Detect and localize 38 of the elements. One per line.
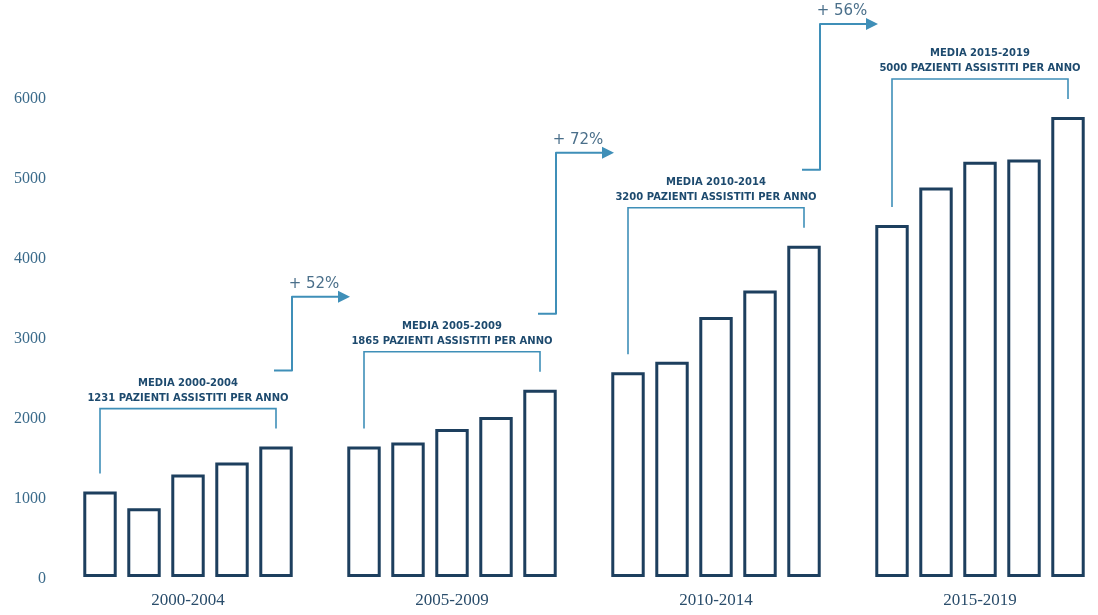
bar	[611, 372, 645, 577]
bar	[479, 417, 513, 577]
bar	[215, 462, 249, 577]
bar	[259, 446, 293, 577]
annotation: + 72%	[552, 129, 604, 148]
y-tick-label: 5000	[14, 168, 46, 186]
annotation: + 52%	[288, 273, 340, 292]
y-tick-label: 1000	[14, 488, 46, 506]
annotation: MEDIA 2010-2014 3200 PAZIENTI ASSISTITI PER ANNO	[615, 175, 817, 202]
bar	[127, 508, 161, 577]
x-tick-label: 2005-2009	[415, 590, 489, 609]
bar	[83, 491, 117, 577]
y-tick-label: 6000	[14, 88, 46, 106]
bar	[963, 161, 997, 577]
x-tick-label: 2010-2014	[679, 590, 754, 609]
bar	[1007, 159, 1041, 577]
text: MEDIA 2015-2019 5000 PAZIENTI ASSISTITI PER ANNO	[879, 47, 1081, 73]
x-tick-label: 2015-2019	[943, 590, 1017, 609]
bar	[919, 187, 953, 577]
y-tick-label: 0	[38, 568, 46, 586]
y-tick-label: 4000	[14, 248, 46, 266]
text: + 56%	[816, 1, 868, 19]
bar	[435, 429, 469, 577]
bar	[743, 290, 777, 577]
annotation: MEDIA 2000-2004 1231 PAZIENTI ASSISTITI PER ANNO	[87, 376, 289, 403]
bar	[347, 446, 381, 577]
bar	[655, 361, 689, 577]
annotation: MEDIA 2005-2009 1865 PAZIENTI ASSISTITI PER ANNO	[351, 319, 553, 346]
bar	[1051, 117, 1085, 577]
y-tick-label: 2000	[14, 408, 46, 426]
bar	[171, 474, 205, 577]
bar	[875, 225, 909, 577]
bar	[699, 317, 733, 577]
bar	[523, 389, 557, 577]
bar	[787, 245, 821, 577]
y-tick-label: 3000	[14, 328, 46, 346]
bar	[391, 442, 425, 577]
x-tick-label: 2000-2004	[151, 590, 226, 609]
